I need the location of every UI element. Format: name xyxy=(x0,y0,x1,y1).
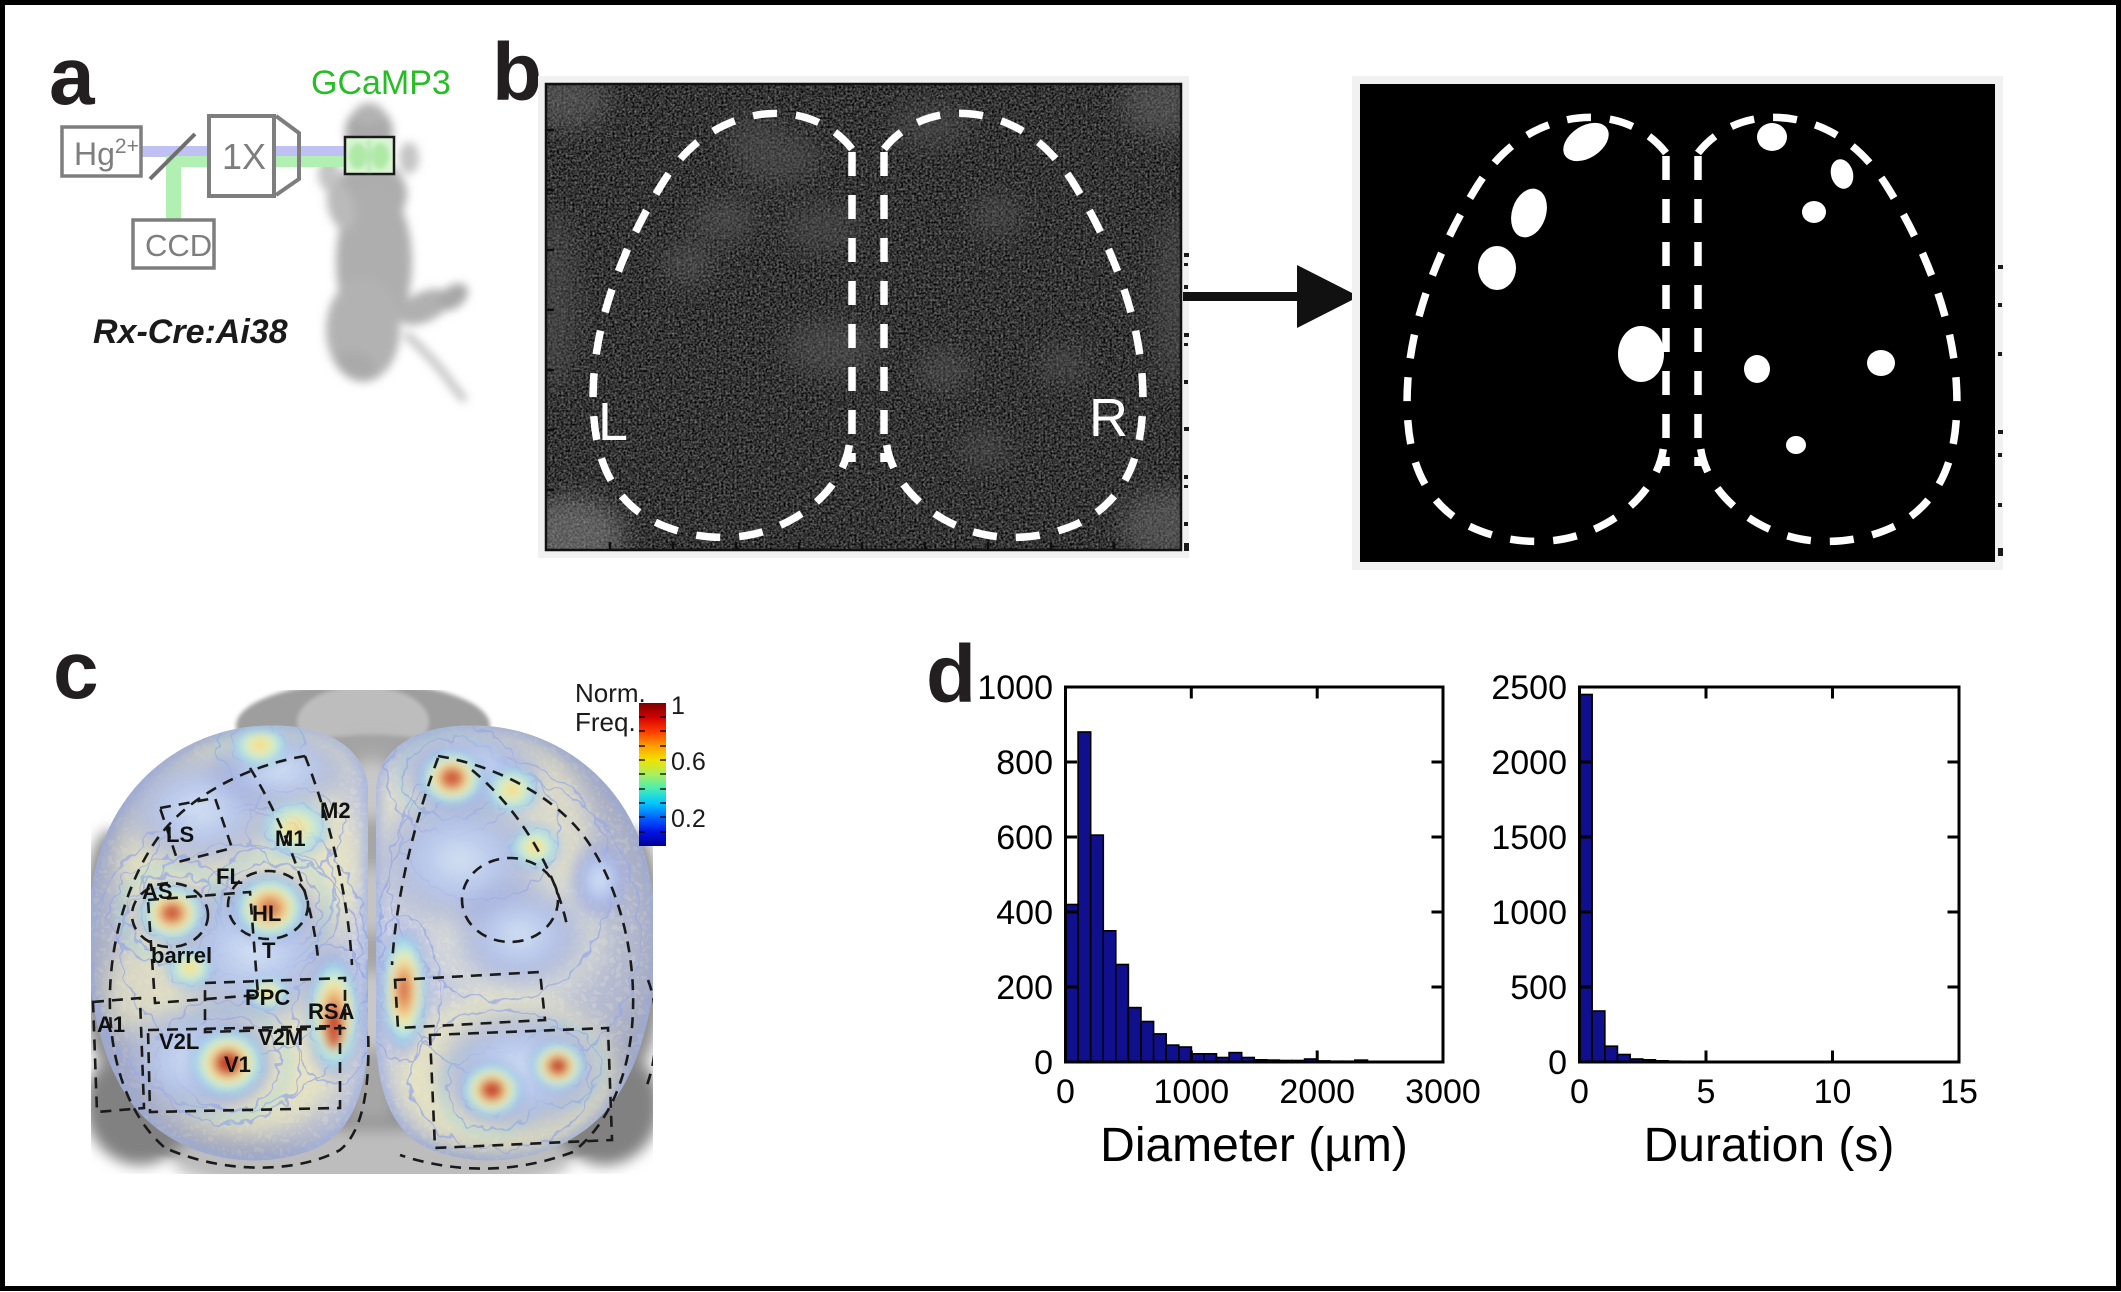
svg-text:R: R xyxy=(1089,388,1128,448)
svg-text:0: 0 xyxy=(1034,1044,1053,1082)
svg-text:A1: A1 xyxy=(97,1012,125,1037)
svg-text:1000: 1000 xyxy=(1153,1073,1229,1111)
svg-text:GCaMP3: GCaMP3 xyxy=(311,64,451,102)
svg-text:barrel: barrel xyxy=(151,943,212,968)
svg-text:RSA: RSA xyxy=(308,999,355,1024)
svg-text:V2L: V2L xyxy=(159,1029,199,1054)
svg-text:PPC: PPC xyxy=(245,985,290,1010)
svg-text:T: T xyxy=(262,938,276,963)
svg-text:2000: 2000 xyxy=(1279,1073,1355,1111)
svg-text:800: 800 xyxy=(996,744,1053,782)
svg-text:2000: 2000 xyxy=(1491,744,1567,782)
svg-text:3000: 3000 xyxy=(1405,1073,1481,1111)
svg-text:a: a xyxy=(49,31,96,122)
svg-text:d: d xyxy=(926,629,976,720)
svg-text:V1: V1 xyxy=(224,1052,251,1077)
svg-text:Norm.: Norm. xyxy=(575,678,646,708)
svg-text:FL: FL xyxy=(216,864,243,889)
svg-text:AS: AS xyxy=(142,879,173,904)
svg-text:1: 1 xyxy=(671,692,685,720)
svg-text:400: 400 xyxy=(996,894,1053,932)
svg-text:0: 0 xyxy=(1570,1073,1589,1111)
svg-text:600: 600 xyxy=(996,819,1053,857)
svg-text:0.6: 0.6 xyxy=(671,748,706,776)
svg-text:c: c xyxy=(53,625,99,716)
svg-text:5: 5 xyxy=(1697,1073,1716,1111)
svg-text:0: 0 xyxy=(1548,1044,1567,1082)
svg-text:200: 200 xyxy=(996,969,1053,1007)
svg-text:1000: 1000 xyxy=(977,669,1053,707)
svg-text:Rx-Cre:Ai38: Rx-Cre:Ai38 xyxy=(93,313,288,351)
svg-text:Freq.: Freq. xyxy=(575,707,636,737)
svg-text:1500: 1500 xyxy=(1491,819,1567,857)
svg-text:0.2: 0.2 xyxy=(671,805,706,833)
svg-text:LS: LS xyxy=(166,822,194,847)
svg-text:1000: 1000 xyxy=(1491,894,1567,932)
svg-text:Duration (s): Duration (s) xyxy=(1644,1119,1895,1172)
svg-text:500: 500 xyxy=(1510,969,1567,1007)
svg-text:HL: HL xyxy=(252,901,281,926)
svg-text:Diameter (µm): Diameter (µm) xyxy=(1100,1119,1408,1172)
svg-text:15: 15 xyxy=(1940,1073,1978,1111)
svg-text:CCD: CCD xyxy=(145,228,212,263)
svg-text:0: 0 xyxy=(1056,1073,1075,1111)
svg-text:10: 10 xyxy=(1814,1073,1852,1111)
svg-text:M1: M1 xyxy=(275,826,306,851)
svg-text:L: L xyxy=(598,392,628,452)
svg-text:2500: 2500 xyxy=(1491,669,1567,707)
svg-text:M2: M2 xyxy=(320,798,351,823)
svg-text:b: b xyxy=(492,27,542,118)
svg-text:1X: 1X xyxy=(222,136,266,177)
svg-text:V2M: V2M xyxy=(258,1025,303,1050)
